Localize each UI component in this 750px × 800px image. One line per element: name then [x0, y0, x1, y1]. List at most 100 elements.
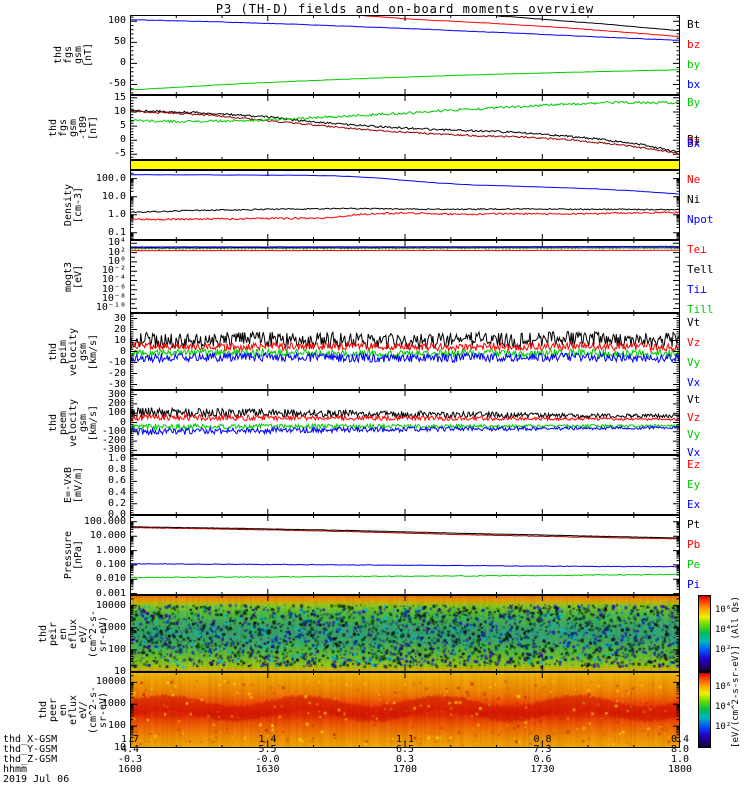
y-tick-label: 10²: [107, 246, 126, 258]
colorbar-tick-label: 10⁴: [715, 701, 732, 712]
y-tick-label: -10: [107, 356, 126, 368]
y-tick-label: -20: [107, 367, 126, 379]
date-label: 2019 Jul 06: [3, 774, 70, 785]
panel-density: [130, 170, 680, 240]
y-tick-label: 1000: [101, 698, 126, 710]
legend-Pi: Pi: [687, 578, 701, 591]
series-Bt: [497, 15, 680, 31]
bottom-value: 1600: [117, 764, 143, 775]
bottom-row-label-thd_Y-GSM: thd_Y-GSM: [3, 744, 58, 755]
bottom-value: 0.3: [395, 754, 415, 765]
colorbar-tick-label: 10⁴: [715, 625, 732, 636]
panel-pressure: [130, 515, 680, 595]
panel-fgs-gsm: [130, 15, 680, 95]
bottom-value: 1.0: [670, 754, 690, 765]
legend-bz: bz: [687, 38, 701, 51]
legend-bx: bx: [687, 78, 701, 91]
series-by: [130, 69, 680, 91]
bottom-value: 6.5: [395, 744, 415, 755]
bottom-value: 1630: [255, 764, 280, 775]
y-tick-label: 100.000: [83, 515, 126, 527]
series-Teperp: [130, 249, 679, 252]
y-tick-label: 0.001: [95, 587, 126, 599]
series-Vx-e: [130, 425, 680, 436]
legend-Vy: Vy: [687, 356, 701, 369]
panel-peem-velocity: [130, 390, 680, 455]
y-tick-label: 0.4: [107, 486, 126, 498]
y-tick-label: 1.0: [107, 452, 126, 464]
y-tick-label: 1000: [101, 621, 126, 633]
panel-plot-fgs-gsm: [130, 15, 680, 95]
y-tick-label: 0: [119, 57, 126, 69]
series-Vz-e: [130, 412, 680, 423]
spectrogram-peir-spec: [130, 595, 680, 672]
legend-Bz: Bz: [687, 134, 701, 148]
series-Vt-i: [130, 330, 680, 350]
y-tick-label: 100: [107, 15, 126, 27]
y-tick-label: 0.2: [107, 497, 126, 509]
bottom-row-label-hhmm: hhmm: [3, 764, 28, 775]
series-bz: [363, 15, 680, 38]
legend-Vy: Vy: [687, 428, 701, 442]
y-tick-label: 10.0: [101, 190, 126, 202]
legend-Ti⊥: Ti⊥: [687, 283, 707, 296]
panel-fgs-gsm-t89: [130, 95, 680, 160]
y-tick-label: 0.8: [107, 464, 126, 476]
y-tick-label: 10: [113, 666, 126, 677]
bottom-value: 1800: [667, 764, 693, 775]
series-Pe: [131, 573, 680, 579]
legend-Ez: Ez: [687, 458, 701, 471]
y-tick-label: 10: [113, 742, 126, 753]
panel-plot-mogt3: [130, 240, 680, 313]
bottom-value: 0.6: [533, 754, 552, 765]
spectrogram-peer-spec: [130, 672, 680, 748]
legend-Npot: Npot: [687, 213, 714, 226]
y-tick-label: 1.000: [95, 544, 126, 556]
y-tick-label: 0.0: [107, 509, 126, 520]
axis-frame-ticks: [130, 515, 680, 595]
bottom-value: 1.7: [120, 734, 140, 745]
y-tick-label: 0.010: [95, 573, 126, 585]
series-Vz-i: [130, 340, 680, 353]
bottom-value: 4.4: [120, 744, 140, 755]
y-tick-label: 30: [113, 312, 126, 324]
colorbar-unit-text: [eV/(cm^2-s-sr-eV)] (All Qs): [731, 595, 741, 748]
panel-peim-velocity: [130, 313, 680, 390]
bottom-value: 1.1: [395, 734, 415, 745]
bottom-value: 1.4: [258, 734, 277, 745]
series-Tepar: [130, 247, 679, 249]
y-tick-label: 1.0: [107, 208, 126, 220]
axis-frame-ticks: [130, 455, 680, 515]
y-tick-label: 20: [113, 323, 126, 335]
legend-Pe: Pe: [687, 558, 701, 571]
panel-plot-efield: [130, 455, 680, 515]
panel-plot-pressure: [130, 515, 680, 595]
axis-title-text: Density [cm-3]: [63, 183, 84, 227]
y-tick-label: 0.100: [95, 558, 126, 570]
legend-Bt: Bt: [687, 18, 701, 31]
bottom-value: 7.3: [533, 744, 552, 755]
panel-peir-spec: [130, 595, 680, 672]
y-tick-label: 300: [107, 388, 126, 400]
axis-frame-ticks: [130, 390, 680, 455]
y-tick-label: 0: [119, 416, 126, 428]
axis-frame-ticks: [130, 313, 680, 390]
y-tick-label: 10⁻⁶: [101, 283, 126, 295]
legend-Vz: Vz: [687, 410, 701, 424]
y-tick-label: -30: [107, 378, 126, 390]
bottom-value: -0.0: [255, 754, 280, 765]
y-tick-label: -50: [107, 78, 126, 90]
colorbar-unit-label: [eV/(cm^2-s-sr-eV)] (All Qs): [724, 595, 748, 748]
y-tick-label: 15: [113, 91, 126, 103]
colorbar: [698, 595, 711, 672]
y-tick-label: -100: [101, 425, 126, 437]
axis-frame-ticks: [130, 170, 680, 240]
legend-Vx: Vx: [687, 446, 701, 459]
axis-frame-ticks: [130, 595, 680, 672]
axis-frame-ticks: [130, 95, 680, 160]
quality-flag-bar: [130, 160, 680, 170]
legend-Ni: Ni: [687, 193, 701, 206]
colorbar: [698, 672, 711, 748]
colorbar-tick-label: 10⁶: [715, 682, 732, 693]
